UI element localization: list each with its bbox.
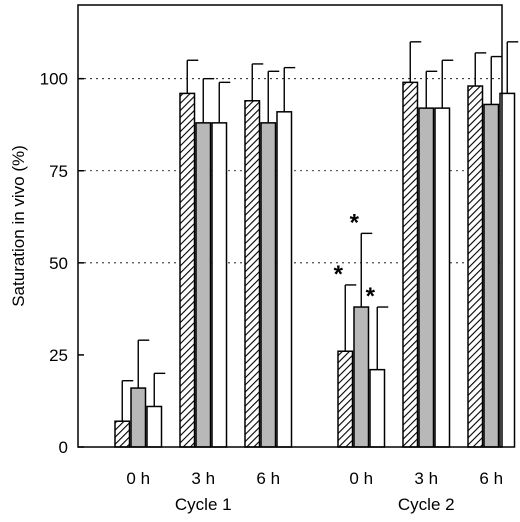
bar — [434, 107, 451, 448]
bar — [418, 107, 435, 448]
bar — [337, 350, 354, 448]
error-bars — [121, 41, 519, 422]
y-tick-label: 0 — [59, 438, 68, 457]
bar — [195, 122, 212, 448]
x-category-label: 3 h — [414, 469, 438, 488]
plot-frame — [77, 4, 503, 448]
bar — [369, 368, 386, 448]
significance-marker: * — [366, 283, 376, 310]
x-group-label: Cycle 2 — [398, 495, 455, 514]
x-category-label: 0 h — [126, 469, 150, 488]
significance-marker: * — [350, 209, 360, 236]
x-category-label: 0 h — [349, 469, 373, 488]
x-category-label: 3 h — [191, 469, 215, 488]
bar — [260, 122, 277, 448]
bars — [114, 81, 516, 448]
bar — [179, 92, 196, 448]
y-ticks: 0 25 50 75 100 — [40, 70, 84, 457]
y-tick-label: 25 — [49, 346, 68, 365]
y-tick-label: 50 — [49, 254, 68, 273]
bar — [244, 100, 261, 448]
bar — [211, 122, 228, 448]
y-tick-label: 75 — [49, 162, 68, 181]
x-group-label: Cycle 1 — [175, 495, 232, 514]
significance-marker: * — [334, 261, 344, 288]
bar — [146, 405, 163, 448]
bar — [483, 103, 500, 448]
bar — [467, 85, 484, 448]
bar — [114, 420, 131, 448]
x-category-label: 6 h — [256, 469, 280, 488]
bar — [402, 81, 419, 448]
bar — [353, 306, 370, 448]
y-tick-label: 100 — [40, 70, 68, 89]
bar — [276, 111, 293, 448]
bar — [130, 387, 147, 448]
x-category-label: 6 h — [479, 469, 503, 488]
y-axis-title: Saturation in vivo (%) — [9, 145, 28, 307]
